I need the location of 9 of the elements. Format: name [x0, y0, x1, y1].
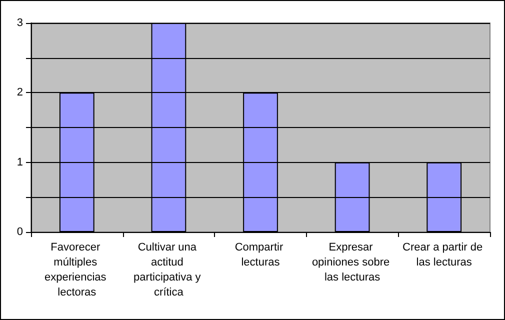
x-tick-label: Compartir lecturas	[234, 242, 286, 268]
x-tick-label: Expresar opiniones sobre las lecturas	[312, 242, 393, 284]
x-tick-label: Cultivar una actitud participativa y crítica	[134, 242, 204, 298]
x-tick-label: Favorecer múltiples experiencias lectoras	[44, 242, 110, 298]
y-tick-label: 0	[16, 226, 23, 238]
y-tick-label: 2	[16, 86, 23, 99]
x-tick-label: Crear a partir de las lecturas	[402, 242, 486, 268]
y-tick-label: 1	[16, 156, 23, 168]
y-tick-label: 3	[16, 17, 23, 29]
